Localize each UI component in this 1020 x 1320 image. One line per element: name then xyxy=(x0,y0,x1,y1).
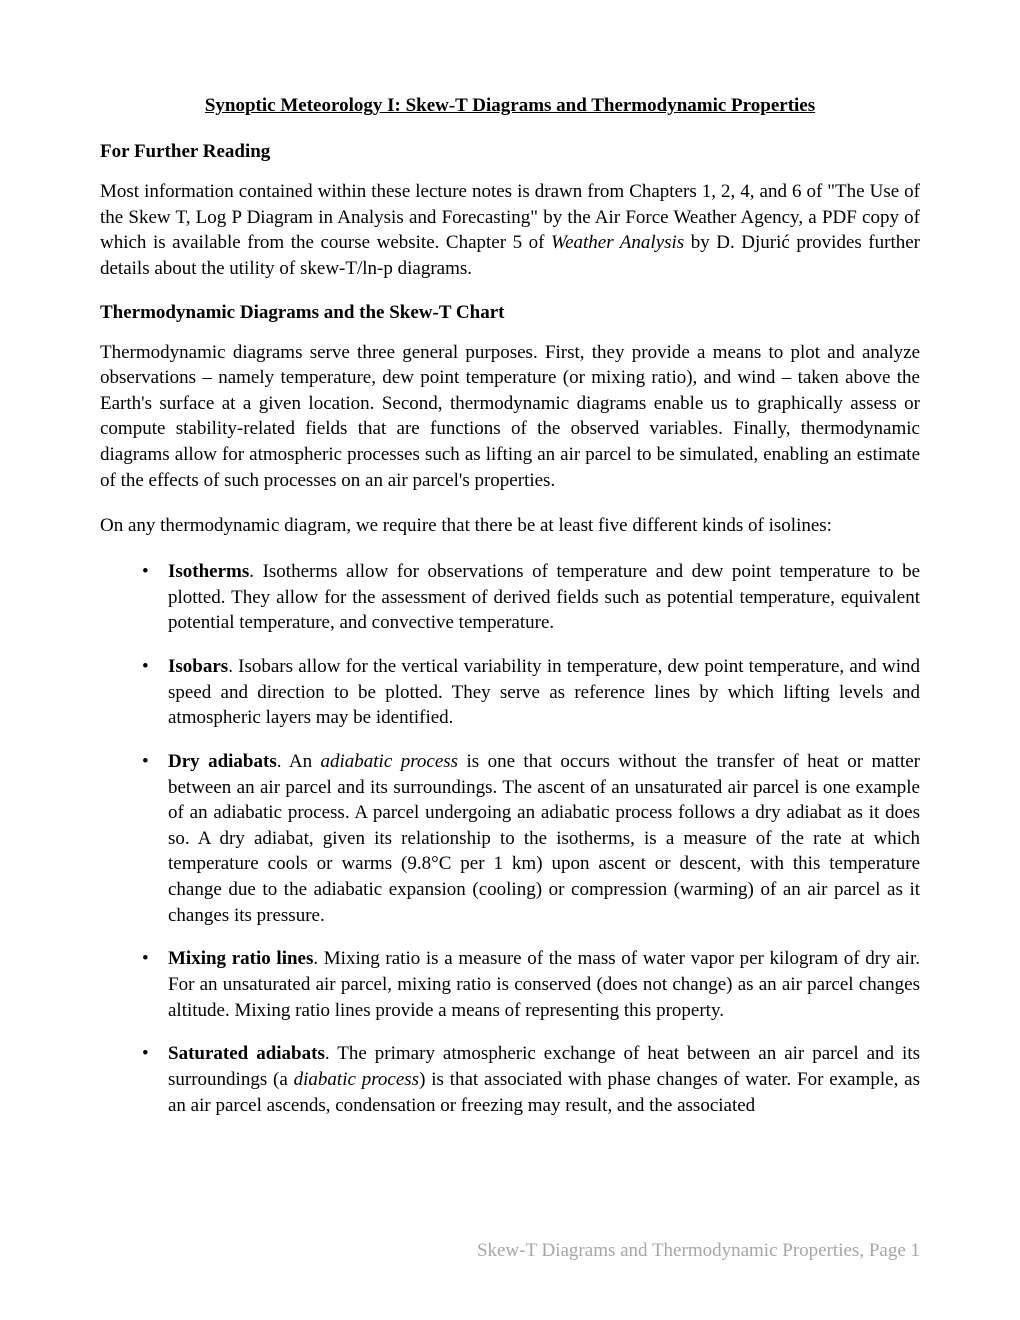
isoline-list: Isotherms. Isotherms allow for observati… xyxy=(100,559,920,1118)
heading-further-reading: For Further Reading xyxy=(100,141,920,163)
page-footer: Skew-T Diagrams and Thermodynamic Proper… xyxy=(477,1240,920,1262)
isobars-text: . Isobars allow for the vertical variabi… xyxy=(168,656,920,728)
isotherms-text: . Isotherms allow for observations of te… xyxy=(168,561,920,633)
para-thermo-purposes: Thermodynamic diagrams serve three gener… xyxy=(100,340,920,494)
para-isolines-intro: On any thermodynamic diagram, we require… xyxy=(100,513,920,539)
mixing-ratio-label: Mixing ratio lines xyxy=(168,948,313,969)
para1-italic: Weather Analysis xyxy=(551,232,684,253)
para-further-reading: Most information contained within these … xyxy=(100,179,920,282)
dry-adiabats-pre: . An xyxy=(277,751,321,772)
list-item-mixing-ratio: Mixing ratio lines. Mixing ratio is a me… xyxy=(142,946,920,1023)
list-item-dry-adiabats: Dry adiabats. An adiabatic process is on… xyxy=(142,749,920,928)
dry-adiabats-italic: adiabatic process xyxy=(321,751,459,772)
dry-adiabats-label: Dry adiabats xyxy=(168,751,277,772)
page-title: Synoptic Meteorology I: Skew-T Diagrams … xyxy=(100,95,920,117)
saturated-adiabats-italic: diabatic process xyxy=(294,1069,419,1090)
list-item-isobars: Isobars. Isobars allow for the vertical … xyxy=(142,654,920,731)
list-item-saturated-adiabats: Saturated adiabats. The primary atmosphe… xyxy=(142,1041,920,1118)
dry-adiabats-post: is one that occurs without the transfer … xyxy=(168,751,920,926)
heading-thermo-diagrams: Thermodynamic Diagrams and the Skew-T Ch… xyxy=(100,302,920,324)
saturated-adiabats-label: Saturated adiabats xyxy=(168,1043,325,1064)
list-item-isotherms: Isotherms. Isotherms allow for observati… xyxy=(142,559,920,636)
isobars-label: Isobars xyxy=(168,656,228,677)
isotherms-label: Isotherms xyxy=(168,561,249,582)
